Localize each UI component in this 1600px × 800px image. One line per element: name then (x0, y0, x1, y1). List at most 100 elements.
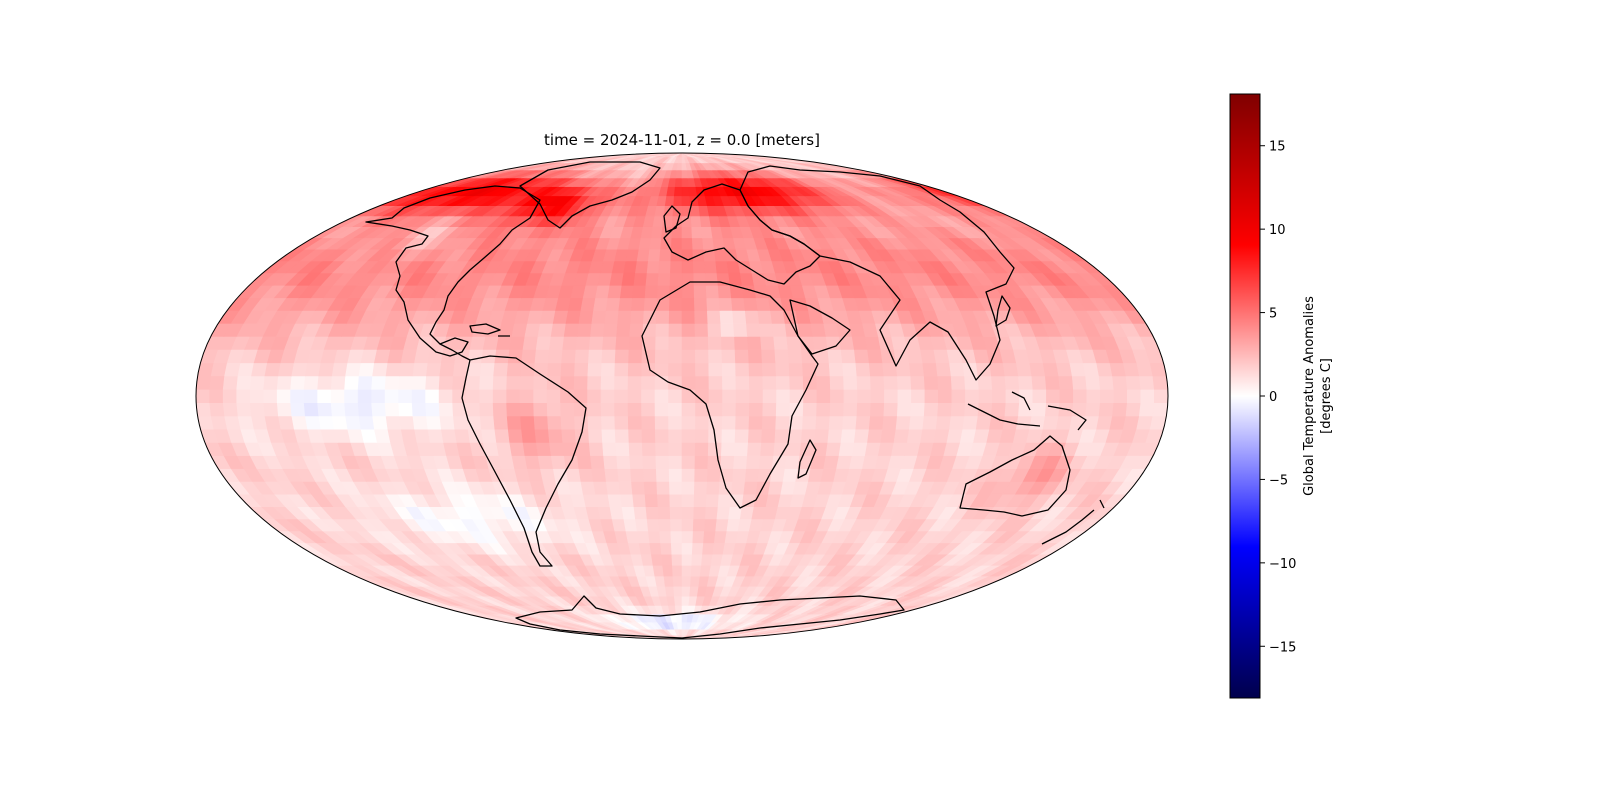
anomaly-cell (290, 402, 306, 417)
anomaly-cell (735, 375, 750, 390)
anomaly-cell (883, 375, 899, 390)
anomaly-cell (534, 349, 550, 364)
anomaly-cell (1071, 375, 1088, 390)
anomaly-cell (675, 169, 683, 179)
anomaly-cell (802, 402, 818, 417)
anomaly-cell (1029, 362, 1046, 377)
anomaly-cell (578, 468, 594, 482)
anomaly-cell (705, 493, 720, 508)
anomaly-cell (655, 455, 670, 469)
anomaly-cell (733, 323, 748, 337)
anomaly-cell (760, 336, 776, 350)
anomaly-cell (630, 310, 645, 324)
colorbar-tick-label: −10 (1269, 557, 1296, 572)
anomaly-cell (843, 388, 858, 404)
anomaly-cell (493, 415, 509, 430)
anomaly-cell (642, 455, 657, 469)
anomaly-cell (492, 402, 508, 417)
anomaly-cell (638, 542, 652, 555)
anomaly-cell (615, 442, 630, 456)
anomaly-cell (522, 442, 539, 456)
anomaly-cell (317, 402, 333, 417)
anomaly-cell (694, 310, 709, 324)
anomaly-cell (694, 336, 709, 350)
anomaly-cell (744, 468, 760, 482)
anomaly-cell (655, 336, 670, 350)
anomaly-cell (897, 388, 912, 404)
anomaly-cell (758, 323, 774, 337)
anomaly-cell (1056, 415, 1073, 430)
anomaly-cell (761, 362, 777, 377)
anomaly-cell (372, 362, 389, 377)
anomaly-cell (290, 375, 306, 390)
anomaly-cell (935, 362, 952, 377)
anomaly-cell (814, 428, 830, 443)
anomaly-cell (630, 468, 645, 482)
anomaly-cell (574, 349, 590, 364)
anomaly-cell (1031, 402, 1047, 417)
anomaly-cell (802, 362, 817, 377)
anomaly-cell (209, 402, 225, 417)
anomaly-cell (880, 428, 897, 443)
anomaly-cell (506, 402, 521, 417)
anomaly-cell (655, 323, 670, 337)
anomaly-cell (748, 402, 764, 417)
plot-title: time = 2024-11-01, z = 0.0 [meters] (544, 131, 820, 149)
anomaly-cell (692, 518, 706, 532)
anomaly-cell (574, 415, 589, 430)
anomaly-cell (705, 284, 720, 299)
anomaly-cell (691, 553, 703, 566)
anomaly-cell (825, 442, 842, 456)
anomaly-cell (965, 388, 980, 404)
anomaly-cell (758, 455, 774, 469)
anomaly-cell (479, 388, 494, 404)
anomaly-cell (1059, 388, 1074, 404)
anomaly-cell (655, 468, 670, 482)
anomaly-cell (671, 553, 683, 566)
anomaly-cell (647, 530, 661, 544)
anomaly-cell (816, 388, 831, 404)
anomaly-cell (561, 349, 577, 364)
anomaly-cell (695, 375, 710, 390)
anomaly-cell (600, 375, 616, 390)
anomaly-cell (304, 415, 322, 430)
anomaly-cell (893, 428, 910, 443)
anomaly-cell (1154, 388, 1168, 404)
anomaly-cell (452, 415, 469, 430)
anomaly-cell (522, 336, 539, 350)
anomaly-cell (666, 595, 676, 606)
anomaly-cell (533, 415, 549, 430)
anomaly-cell (706, 481, 721, 495)
anomaly-cell (668, 362, 683, 377)
anomaly-cell (385, 362, 402, 377)
anomaly-cell (646, 518, 660, 532)
anomaly-cell (587, 362, 603, 377)
anomaly-cell (588, 349, 603, 364)
anomaly-cell (547, 428, 564, 443)
anomaly-cell (775, 362, 790, 377)
anomaly-cell (649, 542, 662, 555)
anomaly-cell (494, 428, 511, 443)
anomaly-cell (1086, 388, 1101, 404)
anomaly-cell (681, 553, 693, 566)
anomaly-cell (693, 284, 708, 299)
anomaly-cell (720, 455, 735, 469)
anomaly-cell (318, 415, 335, 430)
anomaly-cell (640, 226, 654, 239)
anomaly-cell (546, 402, 562, 417)
anomaly-cell (601, 428, 617, 443)
anomaly-cell (675, 613, 683, 623)
anomaly-cell (922, 362, 938, 377)
anomaly-cell (812, 336, 829, 350)
anomaly-cell (1005, 388, 1020, 404)
anomaly-cell (371, 375, 387, 390)
anomaly-cell (1113, 388, 1128, 404)
anomaly-cell (706, 468, 722, 482)
anomaly-cell (278, 415, 295, 430)
colorbar: 15 10 5 0 −5 −10 −15 Global Temperature Anomal… (1229, 93, 1334, 699)
anomaly-cell (749, 388, 764, 404)
anomaly-cell (668, 468, 683, 482)
anomaly-cell (776, 388, 791, 404)
anomaly-cell (664, 585, 675, 597)
